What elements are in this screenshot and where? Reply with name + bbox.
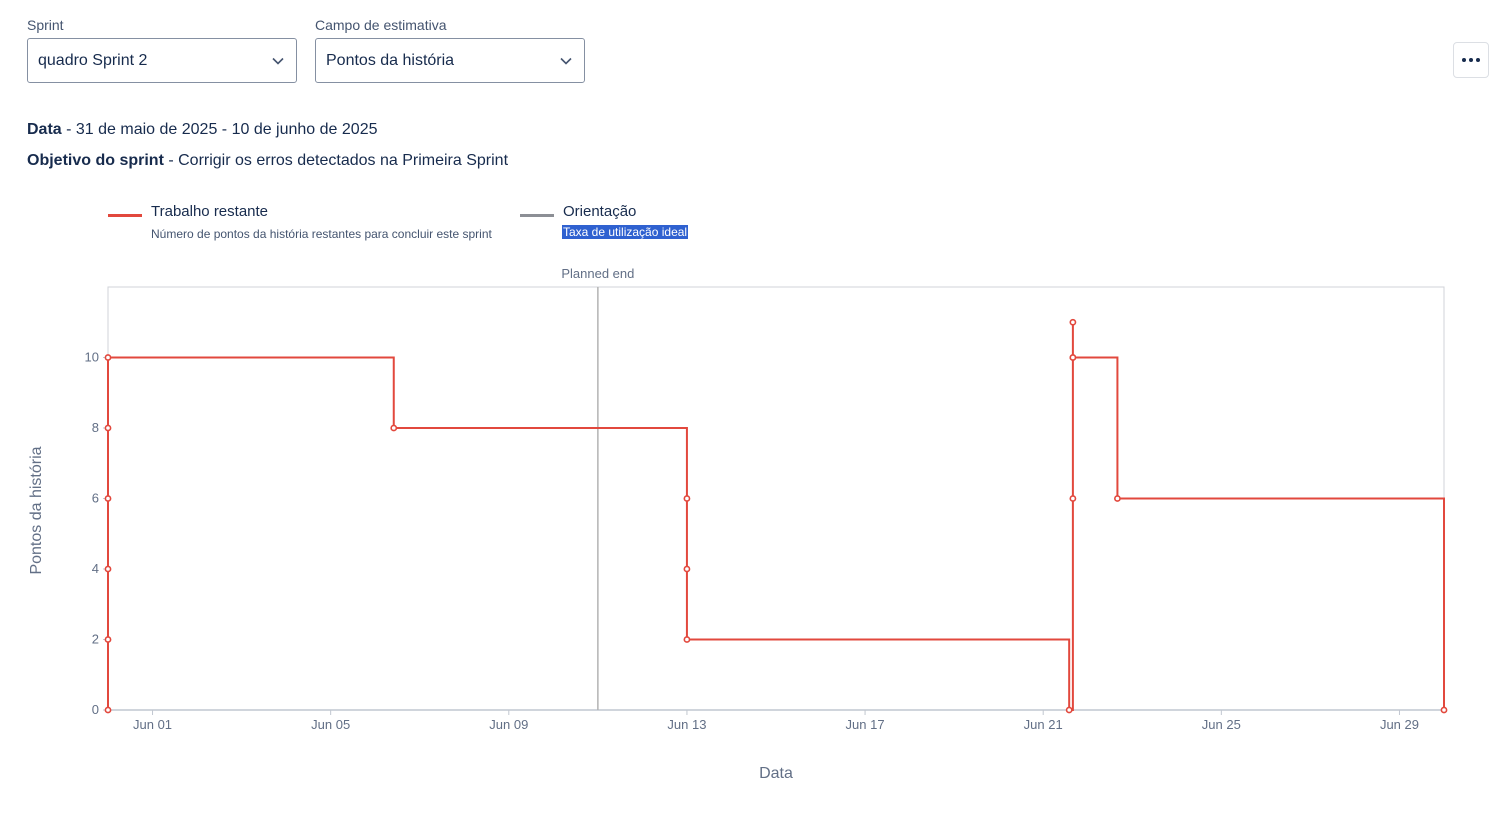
- goal-value: - Corrigir os erros detectados na Primei…: [163, 152, 509, 169]
- y-tick-label: 6: [92, 491, 99, 506]
- x-tick-label: Jun 25: [1202, 717, 1241, 732]
- data-point: [1069, 495, 1077, 502]
- planned-end-label: Planned end: [561, 266, 634, 281]
- y-tick-label: 8: [92, 420, 99, 435]
- sprint-label: Sprint: [27, 17, 64, 33]
- y-axis-title: Pontos da história: [28, 446, 45, 574]
- x-tick-label: Jun 29: [1380, 717, 1419, 732]
- x-tick-label: Jun 01: [133, 717, 172, 732]
- data-point: [1069, 318, 1077, 326]
- x-tick-label: Jun 13: [667, 717, 706, 732]
- x-tick-label: Jun 09: [489, 717, 528, 732]
- estimate-field-select[interactable]: Pontos da história: [315, 38, 585, 83]
- chevron-down-icon: [558, 53, 574, 69]
- data-point: [104, 565, 112, 573]
- y-tick-label: 2: [92, 632, 99, 647]
- data-point: [1069, 354, 1077, 361]
- x-axis-title: Data: [759, 765, 793, 782]
- legend-remaining-desc: Número de pontos da história restantes p…: [151, 227, 492, 241]
- date-label: Data: [27, 121, 62, 138]
- sprint-select-value: quadro Sprint 2: [38, 51, 148, 69]
- data-point: [104, 706, 112, 714]
- estimate-field-label: Campo de estimativa: [315, 17, 447, 33]
- x-tick-label: Jun 21: [1024, 717, 1063, 732]
- date-value: - 31 de maio de 2025 - 10 de junho de 20…: [61, 121, 378, 138]
- sprint-select[interactable]: quadro Sprint 2: [27, 38, 297, 83]
- data-point: [104, 495, 112, 502]
- legend-remaining-swatch: [108, 214, 142, 217]
- goal-label: Objetivo do sprint: [27, 152, 164, 169]
- y-tick-label: 4: [92, 561, 99, 576]
- data-point: [104, 636, 112, 643]
- legend-guideline-desc: Taxa de utilização ideal: [562, 225, 689, 239]
- data-point: [683, 495, 691, 502]
- remaining-work-line: [107, 322, 1445, 711]
- legend-guideline-title: Orientação: [563, 203, 637, 220]
- data-point: [1440, 706, 1448, 714]
- y-tick-label: 10: [85, 350, 99, 365]
- data-point: [104, 424, 112, 432]
- data-point: [390, 424, 398, 432]
- ellipsis-icon: [1462, 58, 1480, 62]
- data-point: [1065, 706, 1073, 714]
- sprint-goal: Objetivo do sprint - Corrigir os erros d…: [27, 152, 508, 170]
- legend-remaining-title: Trabalho restante: [151, 203, 269, 220]
- data-point: [683, 565, 691, 573]
- y-tick-label: 0: [92, 702, 99, 717]
- estimate-field-value: Pontos da história: [326, 51, 455, 69]
- data-point: [104, 354, 112, 361]
- data-point: [683, 636, 691, 643]
- chevron-down-icon: [270, 53, 286, 69]
- sprint-date: Data - 31 de maio de 2025 - 10 de junho …: [27, 121, 377, 139]
- x-tick-label: Jun 17: [846, 717, 885, 732]
- more-actions-button[interactable]: [1453, 42, 1489, 78]
- legend-guideline-swatch: [520, 214, 554, 217]
- x-tick-label: Jun 05: [311, 717, 350, 732]
- data-point: [1114, 495, 1121, 502]
